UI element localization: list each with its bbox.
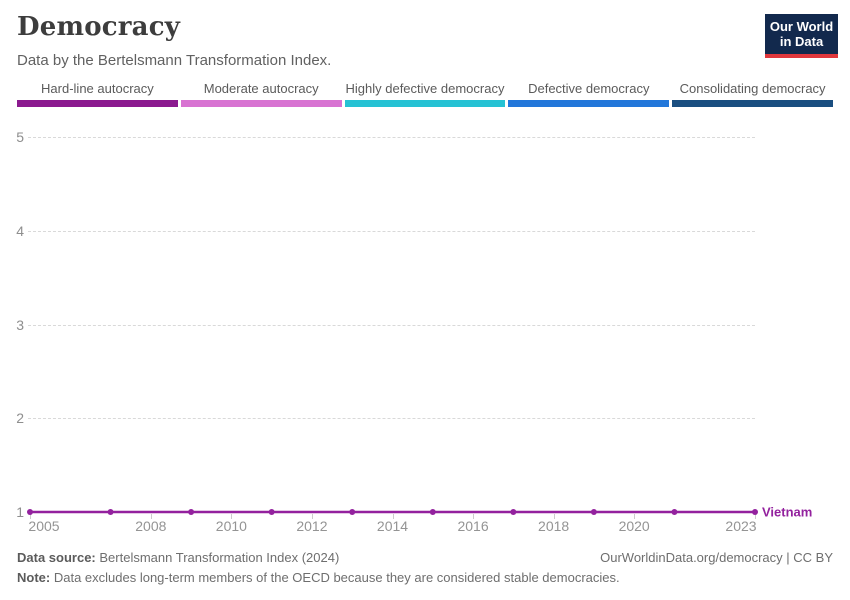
data-point-2023[interactable] [752,509,758,515]
data-point-2009[interactable] [188,509,195,515]
data-point-2011[interactable] [268,509,275,515]
legend-item-defective-democracy[interactable]: Defective democracy [508,81,670,107]
y-axis-label: 3 [16,316,24,333]
gridline-y-2 [28,418,755,420]
x-axis-tick [392,514,394,519]
x-axis-tick [311,514,313,519]
chart-area: 1 2 3 4 5 2005 2008 2010 2012 2014 2016 2018 2020 202… [0,120,850,534]
x-axis-label: 2016 [457,518,489,534]
page-title: Democracy [17,12,181,42]
data-point-2017[interactable] [510,509,517,515]
data-point-2005[interactable] [27,509,33,515]
legend-color-bar [672,100,833,107]
y-axis-label: 1 [16,504,24,520]
legend-item-label: Defective democracy [528,81,650,96]
category-legend: Hard-line autocracy Moderate autocracy Hig… [17,81,833,107]
legend-item-label: Hard-line autocracy [41,81,154,96]
y-axis-label: 2 [16,410,24,427]
owid-logo-line1: Our World [769,19,834,34]
legend-color-bar [180,100,342,107]
y-axis-label: 4 [16,222,24,239]
data-point-2013[interactable] [349,509,356,515]
legend-item-hard-line-autocracy[interactable]: Hard-line autocracy [17,81,178,107]
source-row: Data source: Bertelsmann Transformation … [17,548,833,568]
legend-color-bar [17,100,178,107]
x-axis-tick [473,514,475,519]
legend-item-label: Consolidating democracy [679,81,826,96]
x-axis-tick [634,514,636,519]
note-label: Note: [17,570,51,585]
x-axis-tick [231,514,233,519]
attribution-link[interactable]: OurWorldinData.org/democracy | CC BY [600,550,833,565]
x-axis-tick [755,514,756,519]
x-axis-label: 2018 [538,518,570,534]
x-axis-label: 2010 [215,518,247,534]
legend-color-bar [508,100,670,107]
legend-item-label: Moderate autocracy [203,81,319,96]
plot-canvas [27,509,758,515]
owid-logo[interactable]: Our World in Data [765,14,838,58]
data-point-2015[interactable] [429,509,436,515]
owid-logo-line2: in Data [779,34,824,50]
x-axis-label: 2014 [376,518,409,534]
legend-item-moderate-autocracy[interactable]: Moderate autocracy [180,81,342,107]
source-label: Data source: [17,550,96,565]
x-axis-label: 2023 [725,518,757,534]
x-axis-label: 2005 [28,518,60,534]
x-axis-tick [150,514,152,519]
data-point-2019[interactable] [590,509,597,515]
note-value: Data excludes long-term members of the O… [53,570,620,585]
source-value: Bertelsmann Transformation Index (2024) [99,550,340,565]
x-axis-label: 2008 [135,518,167,534]
note-row: Note: Data excludes long-term members of… [17,568,833,588]
x-axis-tick [553,514,555,519]
legend-item-consolidating-democracy[interactable]: Consolidating democracy [672,81,833,107]
gridline-y-5 [28,137,755,138]
x-axis-label: 2020 [618,518,650,534]
legend-item-highly-defective-democracy[interactable]: Highly defective democracy [344,81,506,107]
gridline-y-3 [28,324,755,326]
x-axis-label: 2012 [296,518,328,534]
gridline-y-4 [28,230,755,232]
chart-subtitle: Data by the Bertelsmann Transformation I… [17,52,332,69]
chart-footer: Data source: Bertelsmann Transformation … [17,548,833,588]
y-axis-label: 5 [16,129,24,145]
data-point-2007[interactable] [107,509,114,515]
data-point-2021[interactable] [671,509,678,515]
legend-item-label: Highly defective democracy [345,81,505,96]
legend-color-bar [344,100,506,107]
series-label-vietnam[interactable]: Vietnam [762,504,813,520]
x-axis-tick [30,514,31,519]
